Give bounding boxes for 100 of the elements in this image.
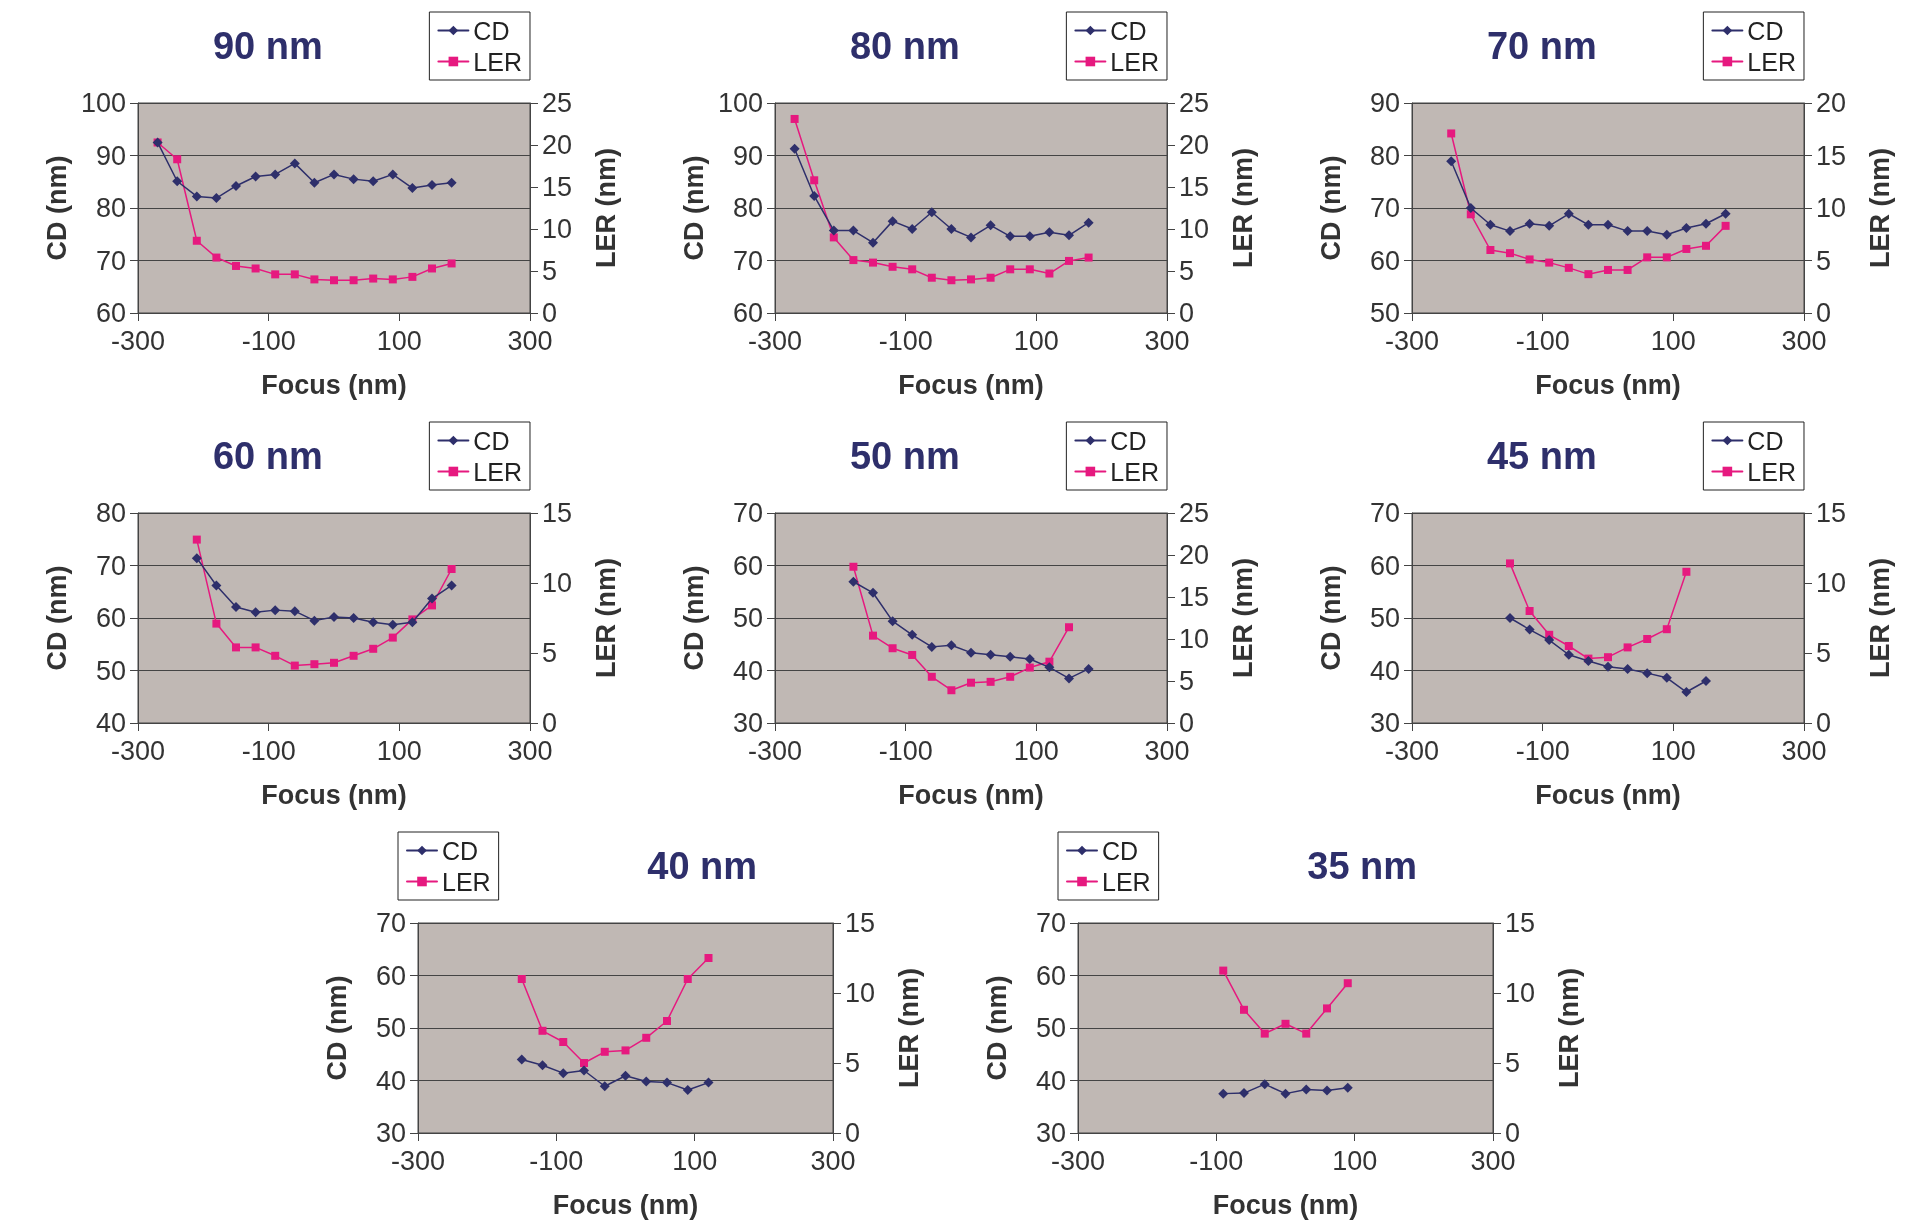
point (1603, 219, 1613, 230)
y-axis-title: CD (nm) (678, 565, 709, 671)
point (446, 177, 457, 188)
point (329, 611, 339, 622)
y2-tick-label: 10 (1179, 214, 1210, 244)
point (1642, 668, 1653, 679)
y2-tick-label: 15 (1816, 140, 1847, 171)
point (1024, 653, 1035, 664)
point (231, 601, 241, 612)
y-tick-label: 60 (1369, 550, 1400, 581)
x-tick-label: 100 (1650, 735, 1696, 766)
point (985, 649, 996, 660)
x-tick-label: 300 (1470, 1145, 1516, 1176)
point (251, 643, 260, 652)
y-axis-title: CD (nm) (41, 565, 72, 671)
point (1506, 249, 1514, 258)
y-tick-label: 80 (95, 498, 126, 528)
point (1045, 269, 1054, 278)
x-tick-label: 300 (810, 1145, 856, 1176)
y2-tick-label: 20 (1179, 540, 1210, 570)
point (290, 270, 299, 279)
point (428, 264, 436, 273)
y-tick-label: 70 (95, 245, 126, 276)
point (192, 535, 201, 544)
point (427, 593, 437, 604)
y2-tick-label: 5 (1179, 666, 1195, 696)
point (1604, 265, 1612, 274)
point (1005, 231, 1016, 242)
y2-axis-title: LER (nm) (590, 558, 621, 678)
point (1661, 229, 1672, 240)
y2-tick-label: 5 (1816, 245, 1832, 276)
point (1544, 220, 1555, 231)
point (810, 176, 819, 185)
y2-tick-label: 25 (542, 88, 573, 118)
y2-tick-label: 25 (1179, 498, 1210, 528)
point (270, 605, 281, 616)
point (1505, 226, 1515, 237)
y2-tick-label: 15 (1179, 582, 1210, 612)
point (1682, 567, 1691, 576)
point (212, 619, 221, 628)
point (1583, 219, 1594, 230)
y2-tick-label: 15 (542, 172, 573, 202)
point (704, 954, 713, 962)
y2-tick-label: 15 (1505, 908, 1536, 938)
point (1044, 662, 1055, 673)
point (1005, 651, 1016, 662)
y-tick-label: 70 (95, 550, 126, 581)
point (1446, 156, 1457, 167)
point (1622, 226, 1633, 237)
point (986, 273, 995, 282)
point (1524, 218, 1535, 229)
point (192, 236, 201, 245)
point (1044, 227, 1055, 238)
point (290, 661, 299, 670)
point (946, 224, 957, 234)
x-tick-label: 300 (507, 735, 553, 766)
chart-title: 80 nm (849, 25, 960, 67)
y-tick-label: 50 (95, 655, 126, 686)
point (1643, 253, 1652, 262)
point (348, 174, 359, 185)
chart-title: 70 nm (1486, 25, 1597, 67)
y-tick-label: 30 (1369, 708, 1400, 738)
point (580, 1059, 588, 1067)
y2-tick-label: 15 (845, 908, 876, 938)
point (1681, 687, 1692, 698)
point (620, 1070, 631, 1081)
point (211, 193, 222, 204)
point (1702, 241, 1710, 250)
y-tick-label: 40 (732, 655, 763, 686)
y2-axis-title: LER (nm) (1864, 148, 1895, 268)
y-tick-label: 90 (95, 140, 126, 171)
point (1064, 673, 1074, 684)
point (349, 276, 358, 285)
y2-tick-label: 5 (1179, 256, 1195, 286)
y2-tick-label: 20 (1179, 130, 1210, 160)
point (538, 1026, 547, 1035)
point (1219, 966, 1228, 975)
point (967, 275, 975, 284)
point (330, 658, 338, 667)
point (172, 176, 183, 187)
y-tick-label: 60 (732, 298, 763, 328)
point (1280, 1088, 1291, 1099)
point (1485, 219, 1496, 230)
y2-tick-label: 0 (542, 298, 558, 328)
point (1720, 208, 1731, 219)
y-tick-label: 80 (1369, 140, 1400, 171)
x-tick-label: -100 (1515, 735, 1570, 766)
y2-tick-label: 10 (542, 568, 573, 598)
point (1006, 265, 1015, 274)
point (621, 1046, 630, 1055)
legend-label: CD (442, 836, 479, 865)
y-tick-label: 90 (732, 140, 763, 171)
legend-label: LER (473, 457, 523, 486)
point (1682, 244, 1691, 253)
y-axis-title: CD (nm) (1315, 155, 1346, 261)
legend-label: LER (442, 867, 491, 896)
y2-tick-label: 15 (542, 498, 573, 528)
point (558, 1068, 569, 1079)
y-tick-label: 40 (1369, 655, 1400, 686)
point (1721, 221, 1730, 230)
